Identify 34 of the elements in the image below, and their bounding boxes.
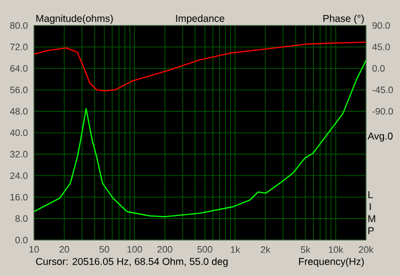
x-tick-label: 10k [328, 246, 344, 253]
y-tick-label: 32.0 [10, 150, 28, 158]
x-tick-label: 2k [260, 246, 270, 253]
y2-axis-title: Phase (°) [323, 14, 364, 24]
x-tick-label: 100 [128, 246, 142, 253]
y-tick-label: 24.0 [10, 172, 28, 179]
y2-tick-label: -45.0 [372, 86, 393, 94]
x-tick-label: 1k [230, 246, 240, 253]
y2-tick-label: -90.0 [372, 108, 393, 115]
text: L I M P [368, 191, 376, 234]
x-tick-label: 20 [60, 246, 70, 253]
y-tick-label: 56.0 [10, 86, 28, 94]
x-axis-title: Frequency(Hz) [299, 258, 364, 267]
y-tick-label: 8.0 [15, 215, 28, 222]
text: Cursor: 20516.05 Hz, 68.54 Ohm, 55.0 deg [36, 258, 228, 267]
y-tick-label: 48.0 [10, 108, 28, 115]
y2-tick-label: 45.0 [372, 44, 390, 50]
x-tick-label: 5k [300, 246, 310, 253]
y-axis-title: Magnitude(ohms) [36, 14, 113, 24]
y2-tick-label: 90.0 [372, 22, 390, 29]
x-tick-label: 20k [358, 246, 374, 253]
x-tick-label: 200 [158, 246, 172, 253]
x-tick-label: 500 [197, 246, 212, 253]
chart-title: Impedance [176, 14, 224, 24]
x-tick-label: 10 [30, 246, 39, 253]
y-tick-label: 80.0 [10, 22, 28, 29]
y-tick-label: 0.0 [15, 236, 28, 244]
y2-tick-label: 0.0 [372, 65, 385, 72]
y-tick-label: 40.0 [10, 129, 28, 136]
text: Avg.0 [368, 132, 393, 142]
y-tick-label: 64.0 [10, 65, 28, 72]
y-tick-label: 16.0 [10, 194, 28, 200]
y-tick-label: 72.0 [10, 44, 28, 50]
x-tick-label: 50 [99, 246, 110, 253]
